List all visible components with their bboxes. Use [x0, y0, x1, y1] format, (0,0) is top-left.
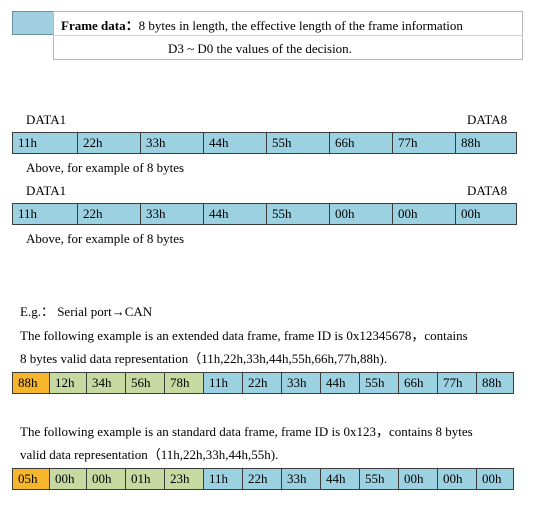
data-cell: 22h	[242, 468, 282, 490]
byte-cell: 44h	[203, 203, 267, 225]
legend-swatch	[12, 11, 54, 35]
standard-frame-row: 05h 00h 00h 01h 23h 11h 22h 33h 44h 55h …	[12, 468, 524, 490]
data-cell: 22h	[242, 372, 282, 394]
frame-id-cell: 78h	[164, 372, 204, 394]
example1-byte-row: 11h 22h 33h 44h 55h 66h 77h 88h	[12, 132, 524, 154]
data-cell: 00h	[437, 468, 477, 490]
byte-cell: 00h	[392, 203, 456, 225]
frame-id-cell: 00h	[86, 468, 126, 490]
byte-cell: 77h	[392, 132, 456, 154]
frame-id-cell: 23h	[164, 468, 204, 490]
frame-id-cell: 00h	[49, 468, 87, 490]
example2-caption: Above, for example of 8 bytes	[26, 231, 185, 246]
data-cell: 00h	[398, 468, 438, 490]
byte-cell: 22h	[77, 203, 141, 225]
example2-data1-label: DATA1	[26, 183, 67, 198]
byte-cell: 44h	[203, 132, 267, 154]
extended-frame-line1: The following example is an extended dat…	[20, 328, 468, 343]
byte-cell: 00h	[455, 203, 517, 225]
data-cell: 11h	[203, 372, 243, 394]
frame-data-line1: 8 bytes in length, the effective length …	[138, 18, 463, 33]
byte-cell: 66h	[329, 132, 393, 154]
byte-cell: 00h	[329, 203, 393, 225]
byte-cell: 11h	[12, 203, 78, 225]
frame-data-line2: D3 ~ D0 the values of the decision.	[168, 41, 352, 56]
data-cell: 33h	[281, 468, 321, 490]
frame-info-cell: 88h	[12, 372, 50, 394]
example2-byte-row: 11h 22h 33h 44h 55h 00h 00h 00h	[12, 203, 524, 225]
frame-data-divider	[53, 35, 523, 36]
data-cell: 33h	[281, 372, 321, 394]
byte-cell: 22h	[77, 132, 141, 154]
data-cell: 00h	[476, 468, 514, 490]
byte-cell: 55h	[266, 132, 330, 154]
eg-title: E.g.： Serial port→CAN	[20, 304, 153, 319]
byte-cell: 33h	[140, 203, 204, 225]
byte-cell: 88h	[455, 132, 517, 154]
extended-frame-row: 88h 12h 34h 56h 78h 11h 22h 33h 44h 55h …	[12, 372, 524, 394]
data-cell: 55h	[359, 468, 399, 490]
standard-frame-line1: The following example is an standard dat…	[20, 424, 473, 439]
data-cell: 88h	[476, 372, 514, 394]
example2-data8-label: DATA8	[467, 183, 508, 198]
data-cell: 11h	[203, 468, 243, 490]
frame-id-cell: 12h	[49, 372, 87, 394]
byte-cell: 11h	[12, 132, 78, 154]
data-cell: 44h	[320, 372, 360, 394]
frame-id-cell: 56h	[125, 372, 165, 394]
data-cell: 77h	[437, 372, 477, 394]
frame-id-cell: 34h	[86, 372, 126, 394]
byte-cell: 33h	[140, 132, 204, 154]
data-cell: 66h	[398, 372, 438, 394]
byte-cell: 55h	[266, 203, 330, 225]
data-cell: 44h	[320, 468, 360, 490]
example1-caption: Above, for example of 8 bytes	[26, 160, 185, 175]
frame-data-description: Frame data：8 bytes in length, the effect…	[61, 15, 463, 34]
frame-info-cell: 05h	[12, 468, 50, 490]
data-cell: 55h	[359, 372, 399, 394]
example1-data1-label: DATA1	[26, 112, 67, 127]
frame-id-cell: 01h	[125, 468, 165, 490]
standard-frame-line2: valid data representation（11h,22h,33h,44…	[20, 447, 279, 462]
extended-frame-line2: 8 bytes valid data representation（11h,22…	[20, 351, 388, 366]
frame-data-label: Frame data：	[61, 18, 139, 33]
example1-data8-label: DATA8	[467, 112, 508, 127]
